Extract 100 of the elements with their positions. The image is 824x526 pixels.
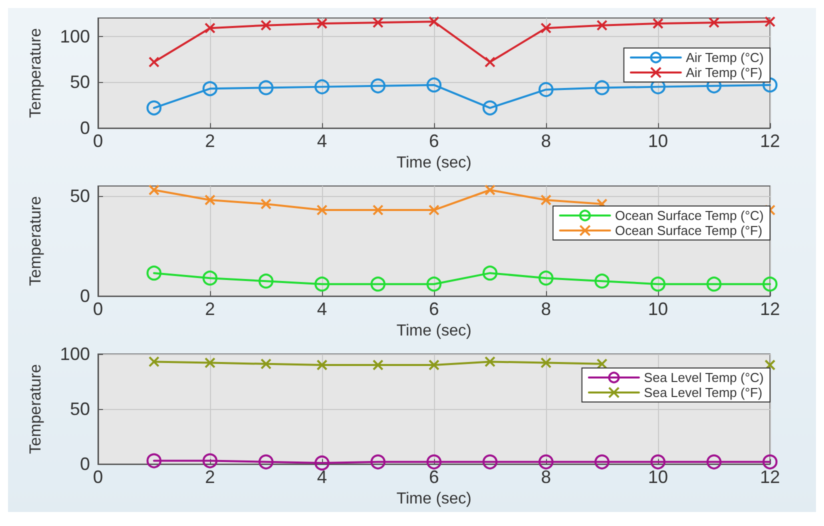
point — [146, 453, 162, 468]
point — [428, 204, 440, 216]
x-tick-label: 12 — [760, 299, 780, 320]
y-axis-title: Temperature — [28, 28, 44, 118]
point — [540, 194, 552, 206]
y-axis-title: Temperature — [28, 364, 44, 454]
point — [258, 80, 274, 96]
legend-label: Ocean Surface Temp (°C) — [615, 208, 764, 223]
point — [650, 276, 666, 292]
x-tick-label: 4 — [316, 299, 328, 320]
point — [594, 454, 610, 470]
point — [764, 360, 776, 371]
point — [426, 454, 442, 470]
point — [202, 81, 218, 96]
point — [204, 22, 216, 34]
point — [372, 204, 384, 216]
point — [426, 77, 442, 92]
point — [148, 356, 160, 368]
point — [484, 184, 496, 196]
point — [538, 270, 554, 286]
x-axis-title: Time (sec) — [396, 490, 472, 508]
point — [258, 274, 274, 289]
y-tick-label: 100 — [60, 344, 90, 364]
point — [370, 276, 386, 292]
x-tick-label: 8 — [540, 467, 552, 488]
x-axis-title: Time (sec) — [396, 154, 472, 172]
point — [762, 454, 778, 470]
point — [314, 79, 330, 94]
point — [706, 454, 722, 470]
point — [482, 100, 498, 116]
y-tick-label: 0 — [80, 118, 90, 138]
legend-label: Sea Level Temp (°C) — [644, 370, 764, 385]
point — [764, 16, 776, 28]
x-tick-label: 12 — [760, 131, 780, 152]
x-tick-label: 6 — [428, 131, 440, 152]
point — [482, 266, 498, 281]
x-tick-label: 6 — [428, 299, 440, 320]
legend-label: Air Temp (°C) — [686, 50, 764, 65]
point — [316, 204, 328, 216]
point — [316, 360, 328, 371]
y-tick-label: 100 — [60, 26, 90, 46]
point — [650, 454, 666, 470]
x-tick-label: 10 — [648, 299, 668, 320]
point — [260, 20, 272, 31]
legend-label: Ocean Surface Temp (°F) — [615, 223, 762, 238]
x-tick-label: 6 — [428, 467, 440, 488]
point — [484, 56, 496, 68]
point — [428, 16, 440, 28]
point — [202, 453, 218, 468]
x-tick-label: 0 — [92, 299, 104, 320]
point — [708, 17, 720, 28]
x-tick-label: 8 — [540, 131, 552, 152]
x-tick-label: 2 — [204, 131, 216, 152]
y-tick-label: 50 — [70, 186, 90, 206]
point — [148, 184, 160, 196]
point — [538, 454, 554, 470]
x-tick-label: 2 — [204, 299, 216, 320]
point — [762, 77, 778, 92]
x-tick-label: 0 — [92, 467, 104, 488]
point — [148, 56, 160, 68]
point — [762, 276, 778, 292]
legend-label: Sea Level Temp (°F) — [644, 385, 762, 400]
point — [594, 274, 610, 289]
point — [370, 78, 386, 94]
point — [484, 356, 496, 368]
point — [260, 198, 272, 210]
x-tick-label: 4 — [316, 131, 328, 152]
x-tick-label: 2 — [204, 467, 216, 488]
point — [652, 18, 664, 30]
y-tick-label: 50 — [70, 399, 90, 420]
point — [314, 456, 330, 470]
point — [204, 357, 216, 368]
x-tick-label: 12 — [760, 467, 780, 488]
point — [372, 360, 384, 371]
point — [316, 18, 328, 30]
x-axis-title: Time (sec) — [396, 322, 472, 340]
point — [372, 17, 384, 28]
point — [706, 276, 722, 292]
x-tick-label: 4 — [316, 467, 328, 488]
y-tick-label: 0 — [80, 454, 90, 474]
x-tick-label: 8 — [540, 299, 552, 320]
legend-label: Air Temp (°F) — [686, 65, 762, 80]
point — [370, 454, 386, 470]
point — [260, 358, 272, 370]
point — [428, 360, 440, 371]
point — [596, 20, 608, 31]
y-axis-title: Temperature — [28, 196, 44, 286]
x-tick-label: 0 — [92, 131, 104, 152]
y-tick-label: 50 — [70, 72, 90, 92]
point — [540, 22, 552, 34]
point — [314, 276, 330, 292]
point — [146, 100, 162, 116]
point — [204, 194, 216, 206]
y-tick-label: 0 — [80, 286, 90, 306]
point — [146, 266, 162, 281]
point — [594, 80, 610, 96]
point — [540, 357, 552, 368]
point — [538, 82, 554, 98]
x-tick-label: 10 — [648, 131, 668, 152]
x-tick-label: 10 — [648, 467, 668, 488]
